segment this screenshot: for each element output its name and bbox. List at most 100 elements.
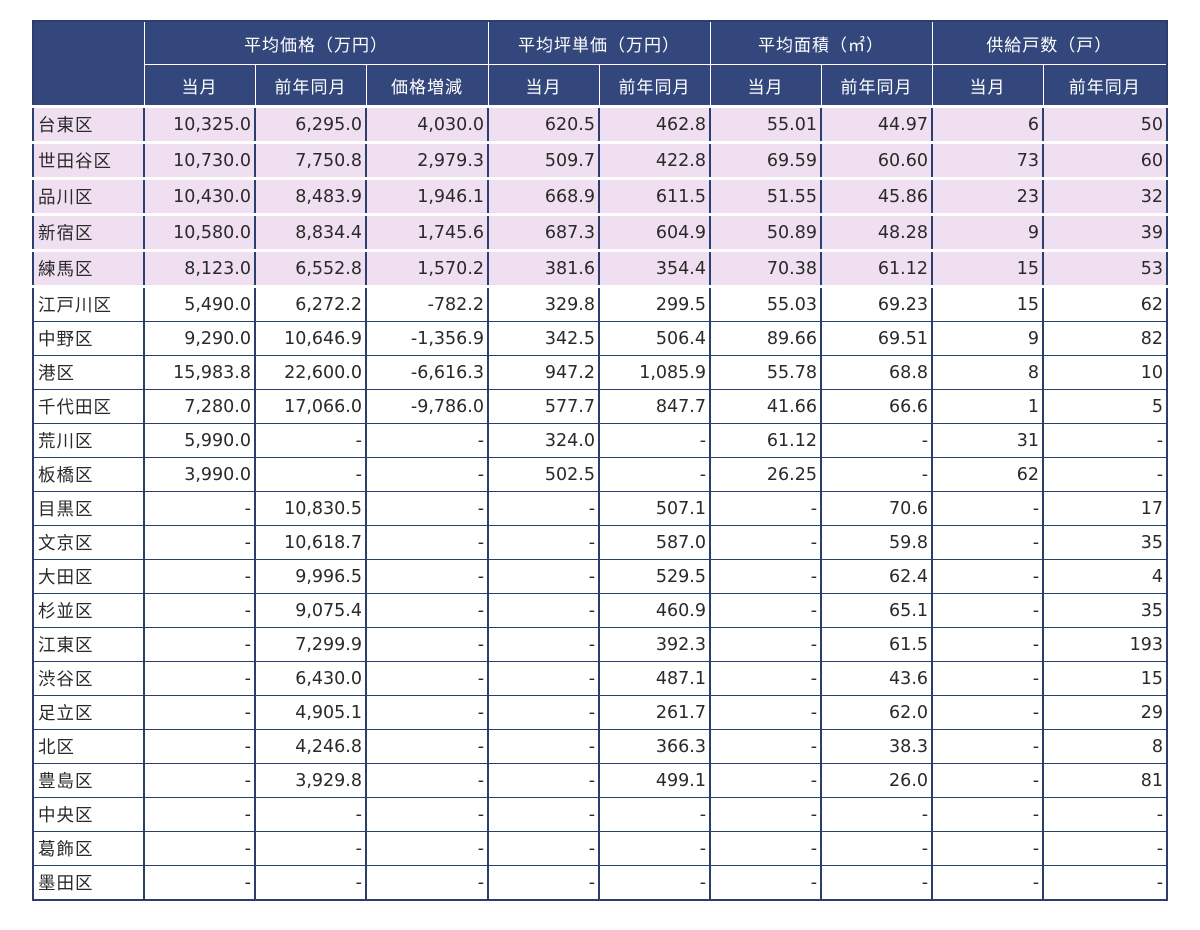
value-cell: 32 [1042,177,1169,216]
value-cell: 1,946.1 [364,177,490,216]
value-cell: 4 [1042,559,1169,594]
value-cell: - [709,695,823,730]
value-cell: 43.6 [820,661,934,696]
value-cell: - [709,661,823,696]
value-cell: 26.25 [709,457,823,492]
value-cell: 55.03 [709,286,823,322]
value-cell: 10,325.0 [143,105,256,144]
value-cell: 39 [1042,213,1169,252]
value-cell: - [931,491,1045,526]
value-cell: - [364,525,490,560]
value-cell: 48.28 [820,213,934,252]
group-header-average-price: 平均価格（万円） [143,20,489,65]
sub-header: 当月 [487,64,600,107]
value-cell: 6 [931,105,1045,144]
table-row: 渋谷区 -6,430.0- -487.1-43.6-15 [32,661,1169,696]
value-cell: - [364,729,490,764]
value-cell: 10,830.5 [254,491,367,526]
value-cell: 41.66 [709,389,823,424]
value-cell: 62 [931,457,1045,492]
value-cell: - [931,593,1045,628]
value-cell: 1,745.6 [364,213,490,252]
value-cell: 8 [1042,729,1169,764]
value-cell: 342.5 [487,321,601,356]
value-cell: -1,356.9 [364,321,490,356]
value-cell: - [598,797,712,832]
value-cell: - [820,457,934,492]
ward-name-cell: 目黒区 [32,491,145,526]
ward-name-cell: 豊島区 [32,763,145,798]
value-cell: 53 [1042,249,1169,288]
value-cell: - [931,797,1045,832]
table-row: 足立区 -4,905.1- -261.7-62.0-29 [32,695,1169,730]
ward-name-cell: 中野区 [32,321,145,356]
table-row: 練馬区 8,123.0 6,552.8 1,570.2 381.6 354.4 70.38 6… [32,249,1169,288]
value-cell: 70.6 [820,491,934,526]
value-cell: 7,750.8 [254,141,367,180]
value-cell: 6,430.0 [254,661,367,696]
value-cell: - [143,593,256,628]
value-cell: - [709,865,823,901]
value-cell: 8 [931,355,1045,390]
sub-header: 前年同月 [598,64,711,107]
corner-header [32,20,145,107]
ward-name-cell: 板橋区 [32,457,145,492]
value-cell: 324.0 [487,423,601,458]
ward-name-cell: 葛飾区 [32,831,145,866]
value-cell: 89.66 [709,321,823,356]
price-table-container: 平均価格（万円） 平均坪単価（万円） 平均面積（㎡） 供給戸数（戸） 当月 前年… [32,20,1169,901]
value-cell: 50.89 [709,213,823,252]
value-cell: 487.1 [598,661,712,696]
group-header-supply-units: 供給戸数（戸） [931,20,1168,65]
value-cell: 61.12 [820,249,934,288]
value-cell: 55.01 [709,105,823,144]
value-cell: - [254,865,367,901]
value-cell: - [598,423,712,458]
value-cell: 7,280.0 [143,389,256,424]
table-body: 台東区 10,325.0 6,295.0 4,030.0 620.5 462.8 55.01… [32,105,1169,901]
value-cell: 69.59 [709,141,823,180]
value-cell: - [364,491,490,526]
table-row: 葛飾区 - - - - - - - - - [32,831,1169,866]
table-row: 江戸川区 5,490.0 6,272.2 -782.2 329.8 299.5 55.03 6… [32,286,1169,322]
value-cell: 65.1 [820,593,934,628]
value-cell: 577.7 [487,389,601,424]
value-cell: 17,066.0 [254,389,367,424]
value-cell: - [931,763,1045,798]
value-cell: - [1042,797,1169,832]
value-cell: 68.8 [820,355,934,390]
value-cell: - [487,831,601,866]
table-row: 板橋区 3,990.0- -502.5-26.25-62- [32,457,1169,492]
value-cell: 45.86 [820,177,934,216]
value-cell: 35 [1042,525,1169,560]
value-cell: 847.7 [598,389,712,424]
value-cell: - [487,525,601,560]
value-cell: 9,996.5 [254,559,367,594]
value-cell: 261.7 [598,695,712,730]
value-cell: 6,295.0 [254,105,367,144]
value-cell: 499.1 [598,763,712,798]
value-cell: - [487,763,601,798]
value-cell: 10,430.0 [143,177,256,216]
value-cell: - [598,457,712,492]
ward-name-cell: 台東区 [32,105,145,144]
price-table: 平均価格（万円） 平均坪単価（万円） 平均面積（㎡） 供給戸数（戸） 当月 前年… [32,20,1169,901]
value-cell: 2,979.3 [364,141,490,180]
value-cell: 460.9 [598,593,712,628]
value-cell: - [931,831,1045,866]
value-cell: 509.7 [487,141,601,180]
value-cell: - [709,491,823,526]
value-cell: 23 [931,177,1045,216]
value-cell: 529.5 [598,559,712,594]
value-cell: 60 [1042,141,1169,180]
value-cell: 502.5 [487,457,601,492]
ward-name-cell: 足立区 [32,695,145,730]
value-cell: - [931,525,1045,560]
value-cell: - [709,729,823,764]
value-cell: - [709,831,823,866]
value-cell: - [364,423,490,458]
sub-header: 当月 [709,64,822,107]
table-row: 港区 15,983.8 22,600.0 -6,616.3 947.2 1,085.9 55… [32,355,1169,390]
value-cell: -6,616.3 [364,355,490,390]
group-header-average-area: 平均面積（㎡） [709,20,933,65]
